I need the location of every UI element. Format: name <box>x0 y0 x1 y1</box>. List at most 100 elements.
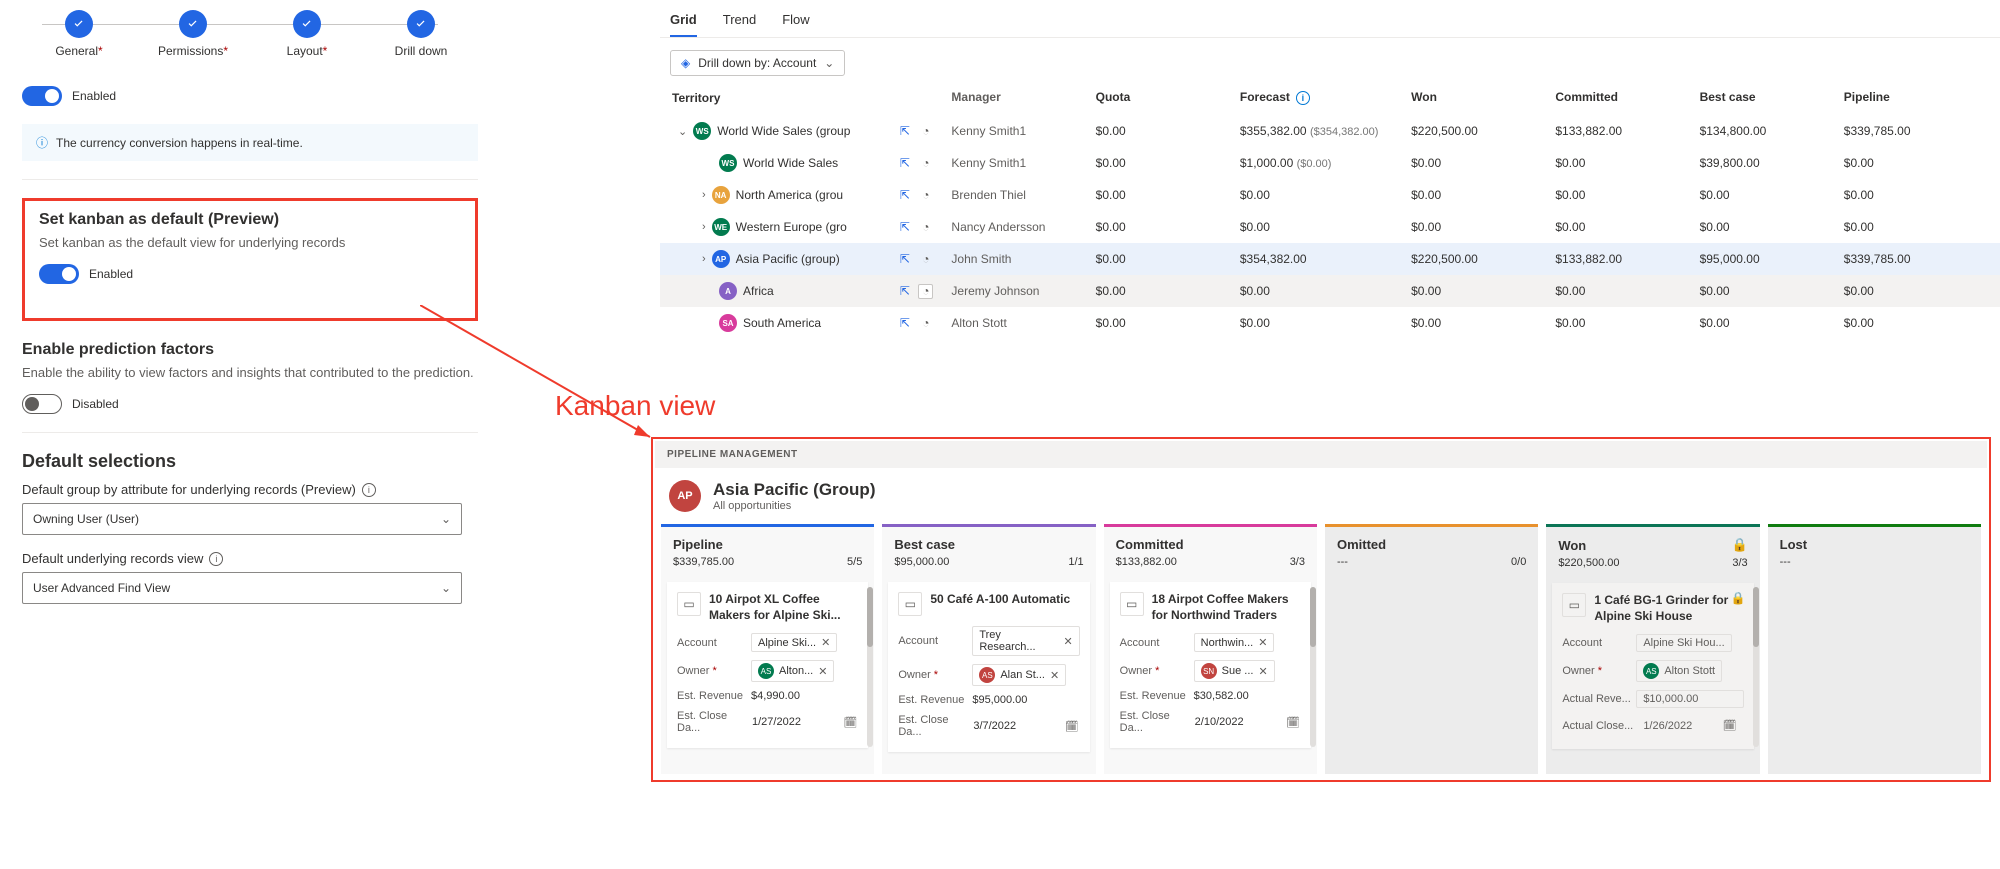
col-header[interactable]: Manager <box>951 90 1095 105</box>
info-icon[interactable]: i <box>209 552 223 566</box>
territory-name: Western Europe (gro <box>736 220 847 234</box>
col-header[interactable]: Quota <box>1096 90 1240 105</box>
group-by-select[interactable]: Owning User (User) ⌄ <box>22 503 462 535</box>
info-text: The currency conversion happens in real-… <box>56 136 303 150</box>
calendar-icon[interactable]: 🗓 <box>1286 716 1300 729</box>
owner-chip[interactable]: ASAlton...✕ <box>751 660 834 682</box>
person-icon[interactable]: ◔ <box>918 252 933 267</box>
field-label: Default underlying records view <box>22 551 203 566</box>
step[interactable]: General* <box>22 10 136 58</box>
remove-icon[interactable]: ✕ <box>1258 636 1267 649</box>
col-header[interactable]: Pipeline <box>1844 90 1988 105</box>
close-date[interactable]: 3/7/2022🗓 <box>972 719 1079 734</box>
share-icon[interactable]: ⇱ <box>897 284 912 299</box>
tab-flow[interactable]: Flow <box>782 12 809 37</box>
quota-cell: $0.00 <box>1096 252 1240 266</box>
drill-down-pill[interactable]: ◈ Drill down by: Account ⌄ <box>670 50 845 76</box>
owner-chip[interactable]: ASAlton Stott <box>1636 660 1722 682</box>
person-icon[interactable]: ◔ <box>918 220 933 235</box>
kanban-card[interactable]: ▭ 10 Airpot XL Coffee Makers for Alpine … <box>667 582 868 748</box>
account-chip[interactable]: Alpine Ski...✕ <box>751 633 837 652</box>
table-row[interactable]: › AP Asia Pacific (group) ⇱ ◔ John Smith… <box>660 243 2000 275</box>
col-header[interactable]: Won <box>1411 90 1555 105</box>
kanban-card[interactable]: 🔒 ▭ 1 Café BG-1 Grinder for Alpine Ski H… <box>1552 583 1753 749</box>
scrollbar[interactable] <box>1753 587 1759 747</box>
calendar-icon[interactable]: 🗓 <box>1723 719 1737 732</box>
person-icon[interactable]: ◔ <box>918 156 933 171</box>
chevron-down-icon[interactable]: ⌄ <box>678 125 687 138</box>
chevron-right-icon[interactable]: › <box>702 189 706 201</box>
table-row[interactable]: › NA North America (grou ⇱ ◔ Brenden Thi… <box>660 179 2000 211</box>
records-view-select[interactable]: User Advanced Find View ⌄ <box>22 572 462 604</box>
bestcase-cell: $0.00 <box>1700 284 1844 298</box>
card-title: 10 Airpot XL Coffee Makers for Alpine Sk… <box>709 592 858 623</box>
field-label: Owner * <box>1562 665 1636 677</box>
tab-trend[interactable]: Trend <box>723 12 756 37</box>
info-box: ⓘ The currency conversion happens in rea… <box>22 124 478 161</box>
col-header[interactable]: Best case <box>1700 90 1844 105</box>
bestcase-cell: $95,000.00 <box>1700 252 1844 266</box>
col-header[interactable]: Committed <box>1555 90 1699 105</box>
scrollbar[interactable] <box>867 587 873 747</box>
kanban-card[interactable]: ▭ 18 Airpot Coffee Makers for Northwind … <box>1110 582 1311 748</box>
table-row[interactable]: › WE Western Europe (gro ⇱ ◔ Nancy Ander… <box>660 211 2000 243</box>
info-icon[interactable]: i <box>362 483 376 497</box>
chevron-right-icon[interactable]: › <box>702 253 706 265</box>
remove-icon[interactable]: ✕ <box>821 636 830 649</box>
remove-icon[interactable]: ✕ <box>818 665 827 678</box>
share-icon[interactable]: ⇱ <box>897 220 912 235</box>
share-icon[interactable]: ⇱ <box>897 316 912 331</box>
col-header[interactable]: Territory <box>672 90 897 105</box>
tab-grid[interactable]: Grid <box>670 12 697 37</box>
close-date[interactable]: 1/26/2022🗓 <box>1636 716 1743 735</box>
step[interactable]: Permissions* <box>136 10 250 58</box>
account-chip[interactable]: Trey Research...✕ <box>972 626 1079 656</box>
person-icon[interactable]: ◔ <box>918 316 933 331</box>
share-icon[interactable]: ⇱ <box>897 188 912 203</box>
col-header[interactable]: Forecasti <box>1240 90 1411 105</box>
account-chip[interactable]: Northwin...✕ <box>1194 633 1275 652</box>
calendar-icon[interactable]: 🗓 <box>1065 720 1079 733</box>
scrollbar[interactable] <box>1310 587 1316 747</box>
quota-cell: $0.00 <box>1096 124 1240 138</box>
remove-icon[interactable]: ✕ <box>1050 669 1059 682</box>
card-icon: ▭ <box>898 592 922 616</box>
share-icon[interactable]: ⇱ <box>897 156 912 171</box>
field-label: Actual Close... <box>1562 720 1636 732</box>
kanban-card[interactable]: ▭ 50 Café A-100 Automatic Account Trey R… <box>888 582 1089 752</box>
share-icon[interactable]: ⇱ <box>897 252 912 267</box>
account-chip[interactable]: Alpine Ski Hou... <box>1636 634 1731 652</box>
owner-chip[interactable]: SNSue ...✕ <box>1194 660 1275 682</box>
kanban-default-toggle[interactable] <box>39 264 79 284</box>
table-row[interactable]: SA South America ⇱ ◔ Alton Stott $0.00 $… <box>660 307 2000 339</box>
person-icon[interactable]: ◔ <box>918 284 933 299</box>
manager-cell: Brenden Thiel <box>951 188 1095 202</box>
forecast-cell: $0.00 <box>1240 284 1411 298</box>
remove-icon[interactable]: ✕ <box>1258 665 1267 678</box>
table-row[interactable]: A Africa ⇱ ◔ Jeremy Johnson $0.00 $0.00 … <box>660 275 2000 307</box>
close-date[interactable]: 2/10/2022🗓 <box>1194 715 1301 730</box>
prediction-toggle[interactable] <box>22 394 62 414</box>
close-date[interactable]: 1/27/2022🗓 <box>751 715 858 730</box>
calendar-icon[interactable]: 🗓 <box>843 716 857 729</box>
owner-chip[interactable]: ASAlan St...✕ <box>972 664 1066 686</box>
chevron-right-icon[interactable]: › <box>702 221 706 233</box>
territory-name: Asia Pacific (group) <box>736 252 840 266</box>
step-label: General* <box>55 44 102 58</box>
share-icon[interactable]: ⇱ <box>897 124 912 139</box>
step[interactable]: Drill down <box>364 10 478 58</box>
toggle-label: Enabled <box>89 267 133 281</box>
info-icon[interactable]: i <box>1296 91 1310 105</box>
table-row[interactable]: ⌄ WS World Wide Sales (group ⇱ ◔ Kenny S… <box>660 115 2000 147</box>
remove-icon[interactable]: ✕ <box>1063 635 1072 648</box>
stepper: General* Permissions*Layout*Drill down <box>22 10 478 58</box>
person-icon[interactable]: ◔ <box>918 188 933 203</box>
person-icon[interactable]: ◔ <box>918 124 933 139</box>
committed-cell: $0.00 <box>1555 220 1699 234</box>
step[interactable]: Layout* <box>250 10 364 58</box>
table-row[interactable]: WS World Wide Sales ⇱ ◔ Kenny Smith1 $0.… <box>660 147 2000 179</box>
currency-toggle[interactable] <box>22 86 62 106</box>
section-title: Set kanban as default (Preview) <box>39 211 461 229</box>
tabs: Grid Trend Flow <box>660 0 2000 38</box>
column-title: Pipeline <box>673 537 723 552</box>
